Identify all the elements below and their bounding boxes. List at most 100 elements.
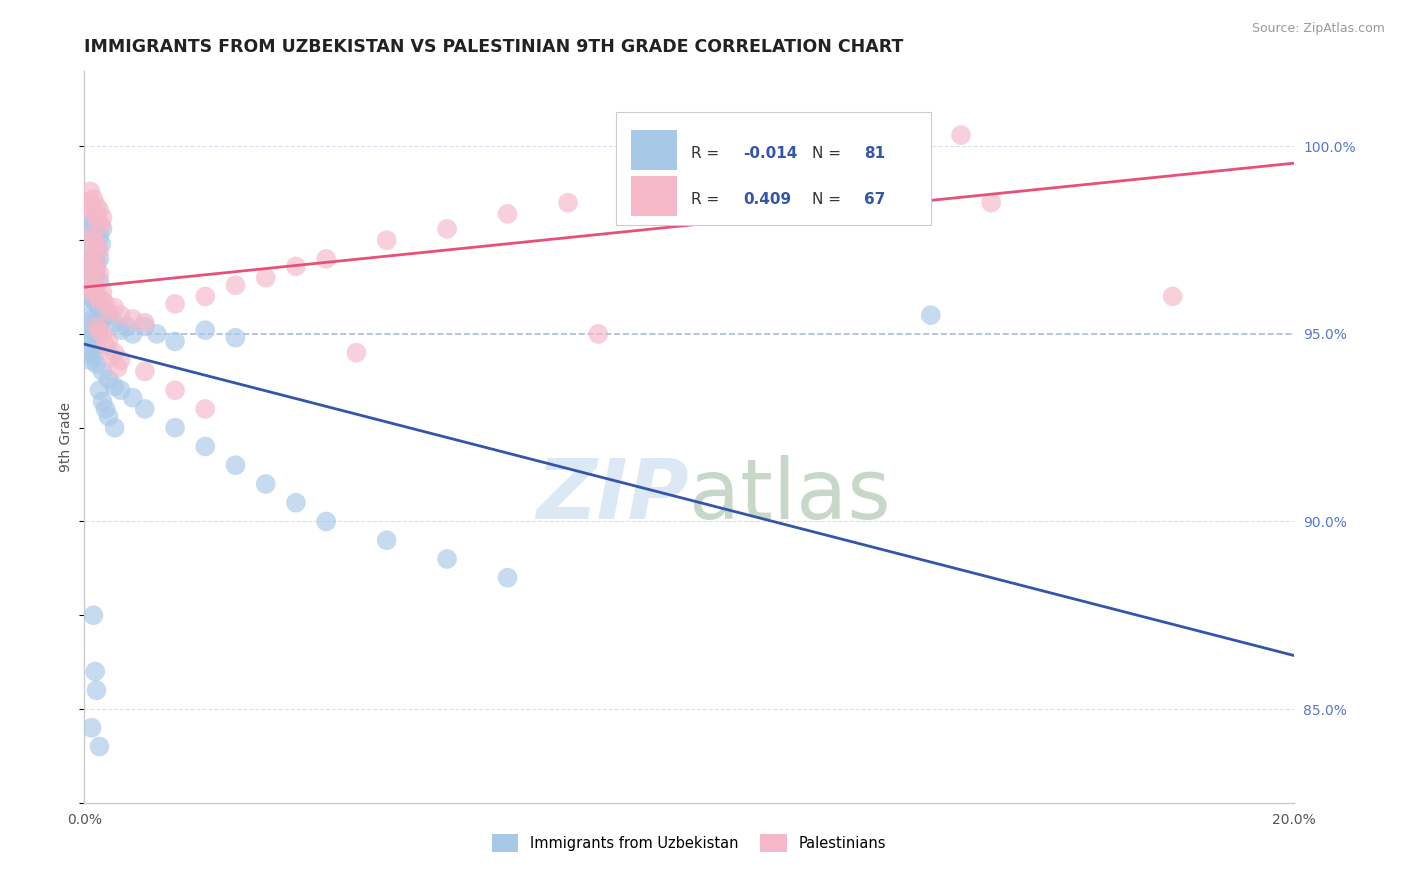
Point <box>84 248 107 262</box>
Text: ZIP: ZIP <box>536 455 689 536</box>
Point <box>194 323 217 337</box>
Point <box>84 207 107 221</box>
Point <box>254 270 277 285</box>
Point <box>89 739 111 754</box>
Point <box>82 252 104 266</box>
Point <box>254 477 277 491</box>
Point <box>104 316 127 330</box>
Point <box>859 139 882 153</box>
Point <box>82 285 104 300</box>
Point <box>91 326 114 341</box>
Point <box>285 260 308 274</box>
Point <box>121 312 143 326</box>
Point <box>82 334 104 349</box>
Point <box>77 282 100 296</box>
Point <box>194 401 217 416</box>
Point <box>86 241 108 255</box>
Point <box>82 192 104 206</box>
Point <box>86 267 108 281</box>
Point <box>134 319 156 334</box>
Point <box>80 342 103 356</box>
Text: atlas: atlas <box>689 455 890 536</box>
Point <box>86 255 108 269</box>
Point <box>165 383 187 397</box>
Point <box>79 308 101 322</box>
Point <box>84 289 107 303</box>
Text: -0.014: -0.014 <box>744 145 797 161</box>
Point <box>84 241 107 255</box>
Point <box>436 552 458 566</box>
Point <box>76 282 98 296</box>
Point <box>82 270 104 285</box>
Point <box>86 683 108 698</box>
Point <box>89 301 111 315</box>
Point <box>90 236 112 251</box>
Text: N =: N = <box>813 145 846 161</box>
Point <box>86 236 108 251</box>
Point <box>89 274 111 288</box>
Point <box>110 323 132 337</box>
Text: R =: R = <box>692 192 724 207</box>
Point <box>375 233 398 247</box>
Point <box>89 319 111 334</box>
Point <box>146 326 169 341</box>
Point <box>285 496 308 510</box>
FancyBboxPatch shape <box>631 130 676 170</box>
Point <box>80 721 103 735</box>
Point <box>738 161 761 176</box>
Text: IMMIGRANTS FROM UZBEKISTAN VS PALESTINIAN 9TH GRADE CORRELATION CHART: IMMIGRANTS FROM UZBEKISTAN VS PALESTINIA… <box>84 38 904 56</box>
Point <box>76 274 98 288</box>
Point <box>77 252 100 266</box>
Point <box>94 304 117 318</box>
Point <box>89 203 111 218</box>
Text: 81: 81 <box>865 145 886 161</box>
Point <box>225 458 247 473</box>
Point <box>980 195 1002 210</box>
Point <box>80 285 103 300</box>
Point <box>121 391 143 405</box>
Point <box>86 214 108 228</box>
Point <box>79 331 101 345</box>
Point <box>89 252 111 266</box>
Point <box>82 263 104 277</box>
Point <box>91 364 114 378</box>
Point <box>79 270 101 285</box>
Point <box>86 297 108 311</box>
Point <box>110 353 132 368</box>
Point <box>86 226 108 240</box>
Point <box>950 128 973 142</box>
Point <box>496 571 519 585</box>
Point <box>94 297 117 311</box>
Point <box>678 173 700 187</box>
Point <box>91 211 114 225</box>
Point <box>86 316 108 330</box>
Point <box>100 350 122 364</box>
Point <box>80 229 103 244</box>
Point <box>97 409 120 424</box>
Point <box>80 255 103 269</box>
Point <box>588 326 610 341</box>
Point <box>77 345 100 359</box>
Point <box>110 383 132 397</box>
Point <box>134 401 156 416</box>
Point <box>134 364 156 378</box>
Point <box>84 282 107 296</box>
Point <box>91 312 114 326</box>
Point <box>91 285 114 300</box>
Point <box>89 229 111 244</box>
Point <box>225 331 247 345</box>
Point <box>77 326 100 341</box>
Point <box>80 263 103 277</box>
Point <box>91 222 114 236</box>
Point <box>79 278 101 293</box>
Point <box>82 350 104 364</box>
FancyBboxPatch shape <box>616 112 931 225</box>
Point <box>194 289 217 303</box>
Point <box>82 608 104 623</box>
Point <box>94 401 117 416</box>
Point <box>920 308 942 322</box>
Point <box>86 199 108 213</box>
Text: N =: N = <box>813 192 846 207</box>
Point <box>82 293 104 308</box>
Point <box>89 293 111 308</box>
